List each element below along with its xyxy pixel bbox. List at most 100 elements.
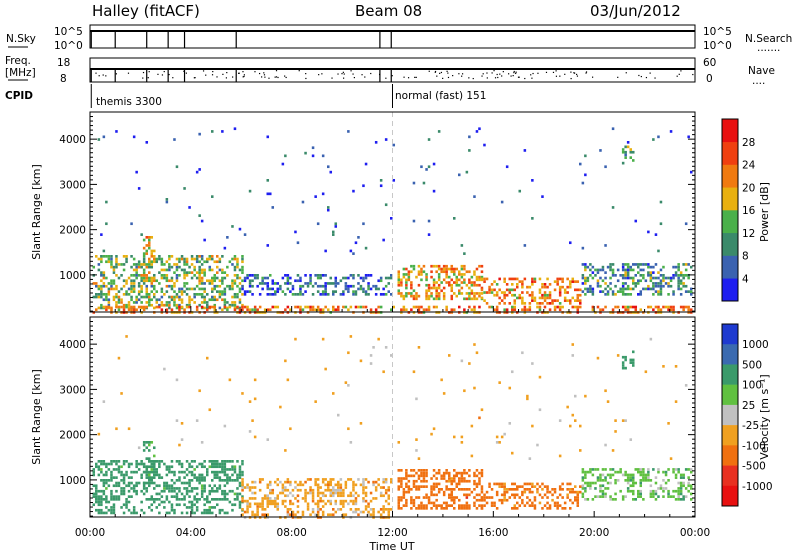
echo-cell	[228, 287, 232, 291]
echo-cell	[112, 265, 116, 269]
echo-cell	[483, 299, 486, 302]
echo-cell	[316, 222, 320, 226]
echo-cell	[626, 263, 630, 266]
echo-cell	[599, 290, 602, 293]
echo-cell	[629, 156, 633, 159]
echo-cell	[490, 288, 494, 292]
echo-cell	[125, 500, 128, 504]
echo-cell	[571, 488, 575, 491]
echo-cell	[354, 510, 358, 514]
echo-cell	[269, 488, 272, 492]
echo-cell	[589, 274, 592, 277]
echo-cell	[233, 308, 237, 312]
echo-cell	[145, 279, 149, 283]
echo-cell	[445, 507, 448, 510]
echo-cell	[110, 255, 113, 258]
echo-cell	[362, 480, 365, 484]
echo-cell	[679, 489, 683, 493]
echo-cell	[281, 276, 285, 280]
echo-cell	[410, 469, 413, 472]
echo-cell	[538, 302, 542, 305]
echo-cell	[110, 508, 113, 512]
echo-cell	[261, 279, 264, 283]
echo-cell	[574, 305, 577, 309]
nave-point	[318, 74, 320, 76]
echo-cell	[463, 267, 466, 271]
echo-cell	[654, 290, 658, 293]
echo-cell	[248, 282, 252, 285]
echo-cell	[266, 287, 270, 291]
echo-cell	[347, 478, 350, 481]
nave-point	[486, 72, 488, 74]
echo-cell	[584, 487, 587, 490]
echo-cell	[266, 276, 270, 280]
echo-cell	[478, 283, 481, 287]
echo-cell	[208, 484, 212, 488]
echo-cell	[629, 473, 633, 477]
echo-cell	[659, 200, 663, 204]
echo-cell	[442, 286, 446, 290]
echo-cell	[629, 150, 633, 154]
nave-point	[574, 72, 576, 74]
echo-cell	[130, 284, 133, 288]
echo-cell	[266, 282, 270, 285]
echo-cell	[516, 488, 519, 491]
echo-cell	[594, 487, 597, 490]
echo-cell	[621, 498, 625, 501]
echo-cell	[463, 308, 466, 312]
echo-cell	[253, 480, 257, 484]
echo-cell	[160, 500, 164, 504]
echo-cell	[435, 286, 438, 290]
echo-cell	[132, 257, 136, 261]
echo-cell	[488, 288, 491, 292]
echo-cell	[654, 276, 658, 280]
echo-cell	[150, 303, 154, 307]
echo-cell	[347, 384, 350, 387]
echo-cell	[246, 510, 249, 514]
nave-point	[350, 70, 352, 72]
echo-cell	[117, 498, 121, 501]
echo-cell	[576, 498, 580, 502]
echo-cell	[332, 488, 335, 492]
echo-cell	[342, 491, 345, 495]
echo-cell	[604, 282, 607, 285]
echo-cell	[130, 462, 133, 466]
echo-cell	[231, 303, 234, 307]
echo-cell	[203, 260, 206, 264]
echo-cell	[672, 468, 675, 471]
echo-cell	[150, 282, 154, 285]
echo-cell	[581, 282, 585, 285]
echo-cell	[405, 485, 408, 488]
echo-cell	[384, 480, 388, 484]
echo-cell	[556, 507, 559, 510]
echo-cell	[425, 493, 428, 497]
echo-cell	[460, 474, 464, 478]
echo-cell	[155, 470, 159, 474]
echo-cell	[145, 276, 149, 280]
echo-cell	[599, 284, 602, 288]
echo-cell	[480, 286, 484, 290]
echo-cell	[279, 287, 282, 291]
echo-cell	[453, 308, 456, 312]
echo-cell	[422, 474, 426, 478]
echo-cell	[165, 308, 169, 312]
echo-cell	[405, 471, 408, 475]
echo-cell	[493, 504, 496, 507]
echo-cell	[105, 487, 108, 490]
echo-cell	[639, 268, 643, 272]
nave-point	[193, 77, 195, 79]
echo-cell	[311, 491, 315, 495]
echo-cell	[213, 279, 217, 283]
echo-cell	[369, 513, 373, 517]
echo-cell	[465, 471, 469, 475]
colorbar-tick-label: 20	[742, 182, 755, 194]
echo-cell	[344, 284, 348, 288]
echo-cell	[551, 299, 554, 302]
echo-cell	[626, 274, 630, 277]
echo-cell	[269, 308, 272, 312]
echo-cell	[110, 265, 113, 269]
echo-cell	[639, 470, 643, 474]
echo-cell	[241, 392, 244, 395]
echo-cell	[132, 511, 136, 515]
echo-cell	[291, 287, 295, 291]
